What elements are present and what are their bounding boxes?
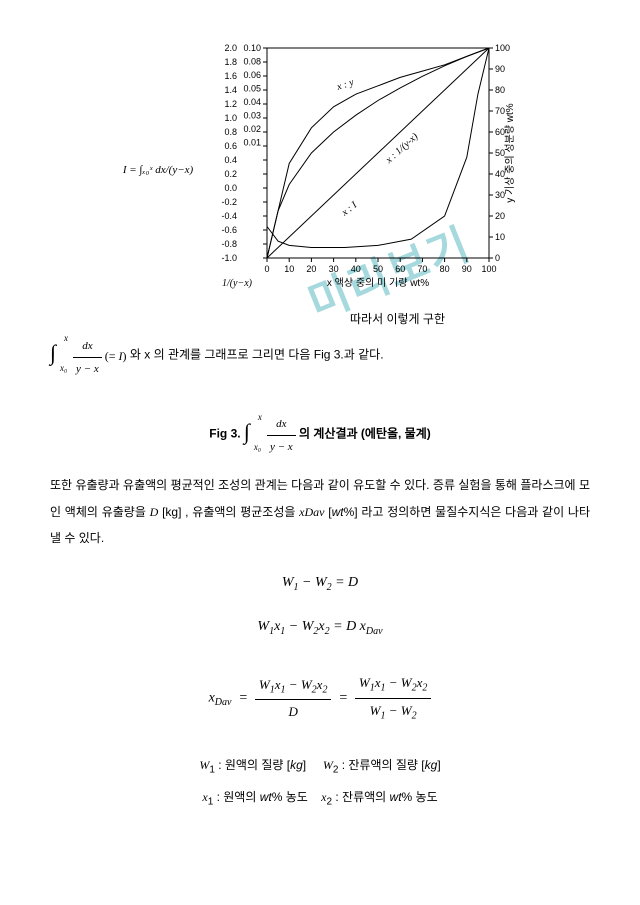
svg-text:0.03: 0.03 [244, 111, 262, 121]
svg-text:-0.6: -0.6 [222, 225, 238, 235]
svg-text:1.6: 1.6 [225, 71, 238, 81]
svg-text:2.0: 2.0 [225, 43, 238, 53]
svg-text:x 액상 중의 미 기량 wt%: x 액상 중의 미 기량 wt% [327, 277, 429, 289]
svg-text:90: 90 [462, 264, 472, 274]
svg-text:1.8: 1.8 [225, 57, 238, 67]
equation-1: W1 − W2 = D [50, 570, 590, 597]
symbol-definitions: W1 : 원액의 질량 [kg] W2 : 잔류액의 질량 [kg] x1 : … [50, 751, 590, 814]
svg-text:x : y: x : y [335, 77, 356, 93]
svg-text:x : 1/(y-x): x : 1/(y-x) [383, 131, 421, 167]
svg-text:50: 50 [373, 264, 383, 274]
chart-container: 0102030405060708090100x 액상 중의 미 기량 wt%01… [197, 40, 517, 300]
svg-text:-0.8: -0.8 [222, 239, 238, 249]
svg-text:0: 0 [495, 253, 500, 263]
svg-text:0: 0 [265, 264, 270, 274]
svg-text:40: 40 [351, 264, 361, 274]
svg-text:20: 20 [495, 211, 505, 221]
svg-text:80: 80 [440, 264, 450, 274]
svg-text:y 기상 중의 성분량 wt%: y 기상 중의 성분량 wt% [504, 103, 516, 203]
svg-text:0.02: 0.02 [244, 124, 262, 134]
svg-text:1.2: 1.2 [225, 99, 238, 109]
svg-text:0.04: 0.04 [244, 97, 262, 107]
svg-text:0.01: 0.01 [244, 138, 262, 148]
svg-text:30: 30 [495, 190, 505, 200]
body-paragraph: 또한 유출량과 유출액의 평균적인 조성의 관계는 다음과 같이 유도할 수 있… [50, 472, 590, 551]
svg-text:100: 100 [482, 264, 497, 274]
fig3-suffix: 의 계산결과 (에탄올, 물계) [299, 426, 431, 440]
equation-3: xDav = W1x1 − W2x2 D = W1x1 − W2x2 W1 − … [50, 671, 590, 725]
equation-2: W1x1 − W2x2 = D xDav [50, 614, 590, 641]
svg-text:0.05: 0.05 [244, 84, 262, 94]
svg-text:0.8: 0.8 [225, 127, 238, 137]
svg-text:10: 10 [284, 264, 294, 274]
svg-text:70: 70 [418, 264, 428, 274]
svg-text:1.4: 1.4 [225, 85, 238, 95]
svg-text:30: 30 [329, 264, 339, 274]
paragraph-text: 또한 유출량과 유출액의 평균적인 조성의 관계는 다음과 같이 유도할 수 있… [50, 478, 590, 545]
svg-text:60: 60 [395, 264, 405, 274]
fig3-prefix: Fig 3. [209, 426, 244, 440]
svg-text:0.4: 0.4 [225, 155, 238, 165]
fig3-integral: ∫xx₀ dxy − x [244, 410, 296, 459]
svg-text:50: 50 [495, 148, 505, 158]
svg-text:100: 100 [495, 43, 510, 53]
svg-text:0.08: 0.08 [244, 57, 262, 67]
equilibrium-chart: 0102030405060708090100x 액상 중의 미 기량 wt%01… [197, 40, 517, 300]
figure-row: I = ∫ₓ₀ˣ dx/(y−x) 0102030405060708090100… [50, 40, 590, 300]
svg-text:0.2: 0.2 [225, 169, 238, 179]
svg-text:0.0: 0.0 [225, 183, 238, 193]
svg-text:0.6: 0.6 [225, 141, 238, 151]
svg-text:10: 10 [495, 232, 505, 242]
post-chart-rest: 와 x 의 관계를 그래프로 그리면 다음 Fig 3.과 같다. [130, 347, 384, 361]
trail-note: 따라서 이렇게 구한 [350, 307, 445, 331]
post-chart-text: 따라서 이렇게 구한 ∫xx₀ dxy − x (= I) 와 x 의 관계를 … [50, 306, 590, 380]
svg-text:0.10: 0.10 [244, 43, 262, 53]
svg-text:20: 20 [307, 264, 317, 274]
svg-text:40: 40 [495, 169, 505, 179]
integral-expression: ∫xx₀ dxy − x (= I) [50, 331, 127, 380]
svg-text:1.0: 1.0 [225, 113, 238, 123]
svg-text:80: 80 [495, 85, 505, 95]
svg-text:x : I: x : I [339, 199, 360, 219]
svg-text:1/(y−x): 1/(y−x) [222, 278, 253, 289]
fig3-caption: Fig 3. ∫xx₀ dxy − x 의 계산결과 (에탄올, 물계) [50, 410, 590, 459]
svg-text:-0.4: -0.4 [222, 211, 238, 221]
svg-text:70: 70 [495, 106, 505, 116]
svg-text:-1.0: -1.0 [222, 253, 238, 263]
svg-text:0.06: 0.06 [244, 70, 262, 80]
svg-text:90: 90 [495, 64, 505, 74]
svg-text:60: 60 [495, 127, 505, 137]
svg-text:-0.2: -0.2 [222, 197, 238, 207]
chart-outer-y-label: I = ∫ₓ₀ˣ dx/(y−x) [123, 164, 193, 176]
